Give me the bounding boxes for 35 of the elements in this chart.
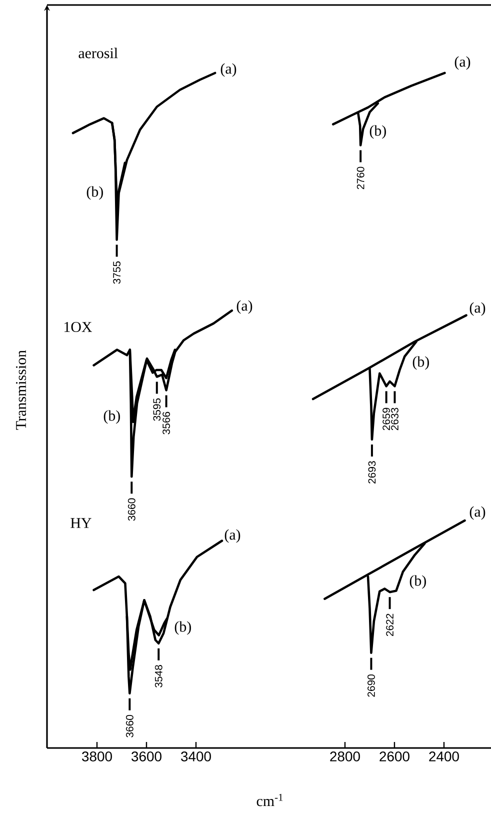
annotation: 2633 bbox=[391, 408, 398, 430]
annotation: 3755 bbox=[113, 261, 120, 284]
x-axis-title: cm$^{-1}$ bbox=[256, 794, 283, 806]
annotation: (b) bbox=[86, 186, 103, 200]
annotation: (b) bbox=[104, 410, 120, 424]
annotation: (b) bbox=[370, 125, 386, 139]
x-tick-label: 3800 bbox=[82, 752, 112, 762]
x-tick-label: 3600 bbox=[132, 752, 162, 762]
annotation: (a) bbox=[236, 300, 252, 314]
annotation: 3595 bbox=[153, 398, 161, 421]
annotation: 2659 bbox=[382, 408, 390, 430]
annotation: (b) bbox=[174, 621, 191, 635]
annotation: (a) bbox=[470, 302, 486, 316]
annotation: HY bbox=[70, 518, 92, 528]
annotation: 2690 bbox=[368, 674, 375, 697]
y-axis-title: Transmission bbox=[16, 350, 26, 430]
annotation: 3548 bbox=[154, 665, 162, 688]
annotation: (b) bbox=[410, 575, 426, 589]
annotation: (a) bbox=[220, 63, 236, 77]
annotation: 2760 bbox=[356, 166, 364, 190]
x-tick-label: 2800 bbox=[330, 752, 360, 762]
text: (a) bbox=[454, 56, 470, 70]
annotation: 3566 bbox=[162, 412, 170, 434]
annotation: 2693 bbox=[368, 461, 376, 484]
x-tick-label: 2600 bbox=[380, 752, 410, 762]
x-tick-label: 2400 bbox=[429, 752, 459, 762]
text: aerosil bbox=[78, 48, 118, 58]
annotation: 3660 bbox=[126, 714, 134, 738]
annotation: (b) bbox=[412, 356, 429, 370]
annotation: (a) bbox=[224, 529, 240, 543]
x-tick-label: 3400 bbox=[181, 752, 211, 762]
annotation: 2622 bbox=[386, 614, 394, 636]
annotation: 3660 bbox=[128, 498, 136, 521]
annotation: (a) bbox=[470, 506, 486, 520]
annotation: 1OX bbox=[64, 322, 92, 332]
